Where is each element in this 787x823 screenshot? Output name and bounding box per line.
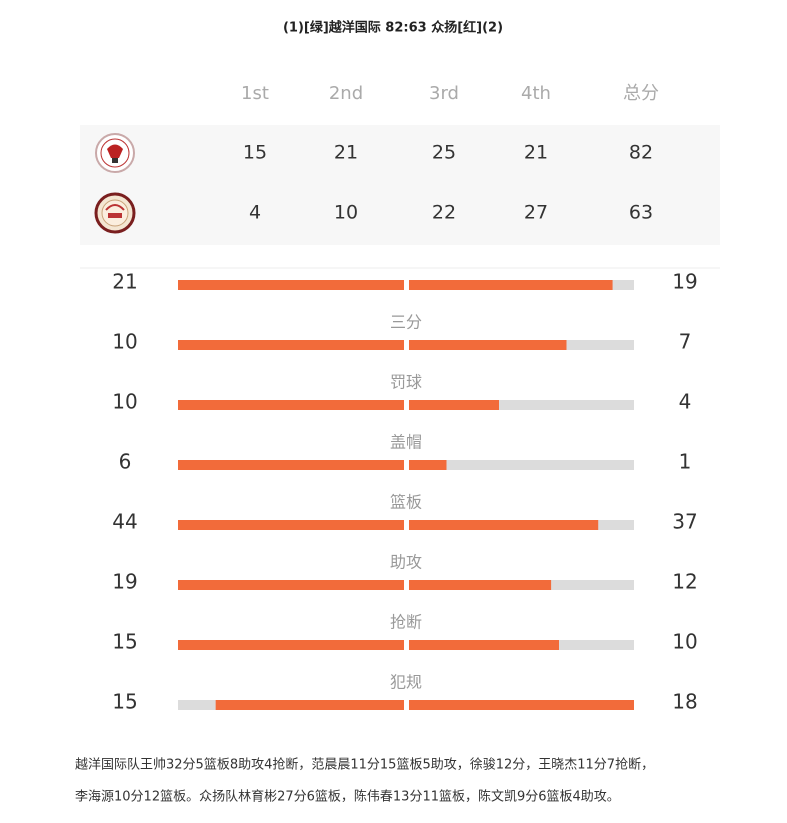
away-bar xyxy=(409,400,499,410)
home-value: 19 xyxy=(112,570,137,594)
footer-line: 李海源10分12篮板。众扬队林育彬27分6篮板，陈伟春13分11篮板，陈文凯9分… xyxy=(75,789,620,805)
away-value: 7 xyxy=(679,330,692,354)
home-bar xyxy=(178,400,404,410)
home-bar xyxy=(178,580,404,590)
stat-label: 犯规 xyxy=(390,673,422,692)
title: (1)[绿]越洋国际 82:63 众扬[红](2) xyxy=(283,20,503,36)
score-table-bg xyxy=(80,125,720,245)
away-bar xyxy=(409,520,599,530)
away-bar xyxy=(409,460,447,470)
score: 21 xyxy=(334,142,358,164)
away-value: 37 xyxy=(672,510,697,534)
away-value: 10 xyxy=(672,630,697,654)
away-bar-track xyxy=(409,460,634,470)
column-header: 3rd xyxy=(429,83,459,104)
away-bar xyxy=(409,700,634,710)
away-value: 12 xyxy=(672,570,697,594)
stat-label: 罚球 xyxy=(390,373,422,392)
home-value: 21 xyxy=(112,270,137,294)
away-bar xyxy=(409,340,567,350)
stat-label: 助攻 xyxy=(390,553,422,572)
score: 15 xyxy=(243,142,267,164)
score: 21 xyxy=(524,142,548,164)
home-value: 6 xyxy=(119,450,132,474)
column-header: 2nd xyxy=(329,83,363,104)
home-bar xyxy=(215,700,404,710)
home-bar xyxy=(178,640,404,650)
away-value: 19 xyxy=(672,270,697,294)
column-header: 1st xyxy=(241,83,269,104)
score: 10 xyxy=(334,202,358,224)
stat-label: 三分 xyxy=(390,313,422,332)
stat-label: 盖帽 xyxy=(390,433,422,452)
home-value: 10 xyxy=(112,330,137,354)
home-value: 44 xyxy=(112,510,137,534)
away-value: 1 xyxy=(679,450,692,474)
home-value: 15 xyxy=(112,690,137,714)
home-bar xyxy=(178,340,404,350)
footer-line: 越洋国际队王帅32分5篮板8助攻4抢断，范晨晨11分15篮板5助攻，徐骏12分，… xyxy=(75,757,654,773)
score: 4 xyxy=(249,202,261,224)
away-bar xyxy=(409,580,552,590)
away-bar xyxy=(409,280,613,290)
stat-label: 篮板 xyxy=(390,493,422,512)
home-bar xyxy=(178,280,404,290)
away-bar xyxy=(409,640,559,650)
away-logo xyxy=(94,192,136,234)
score: 25 xyxy=(432,142,456,164)
home-bar xyxy=(178,460,404,470)
home-bar xyxy=(178,520,404,530)
score: 82 xyxy=(629,142,653,164)
away-value: 18 xyxy=(672,690,697,714)
score: 63 xyxy=(629,202,653,224)
column-header: 4th xyxy=(521,83,551,104)
away-value: 4 xyxy=(679,390,692,414)
stat-label: 抢断 xyxy=(390,613,422,632)
score: 27 xyxy=(524,202,548,224)
home-value: 15 xyxy=(112,630,137,654)
home-value: 10 xyxy=(112,390,137,414)
score: 22 xyxy=(432,202,456,224)
home-logo xyxy=(95,133,135,173)
column-header: 总分 xyxy=(623,83,659,104)
away-bar-track xyxy=(409,400,634,410)
